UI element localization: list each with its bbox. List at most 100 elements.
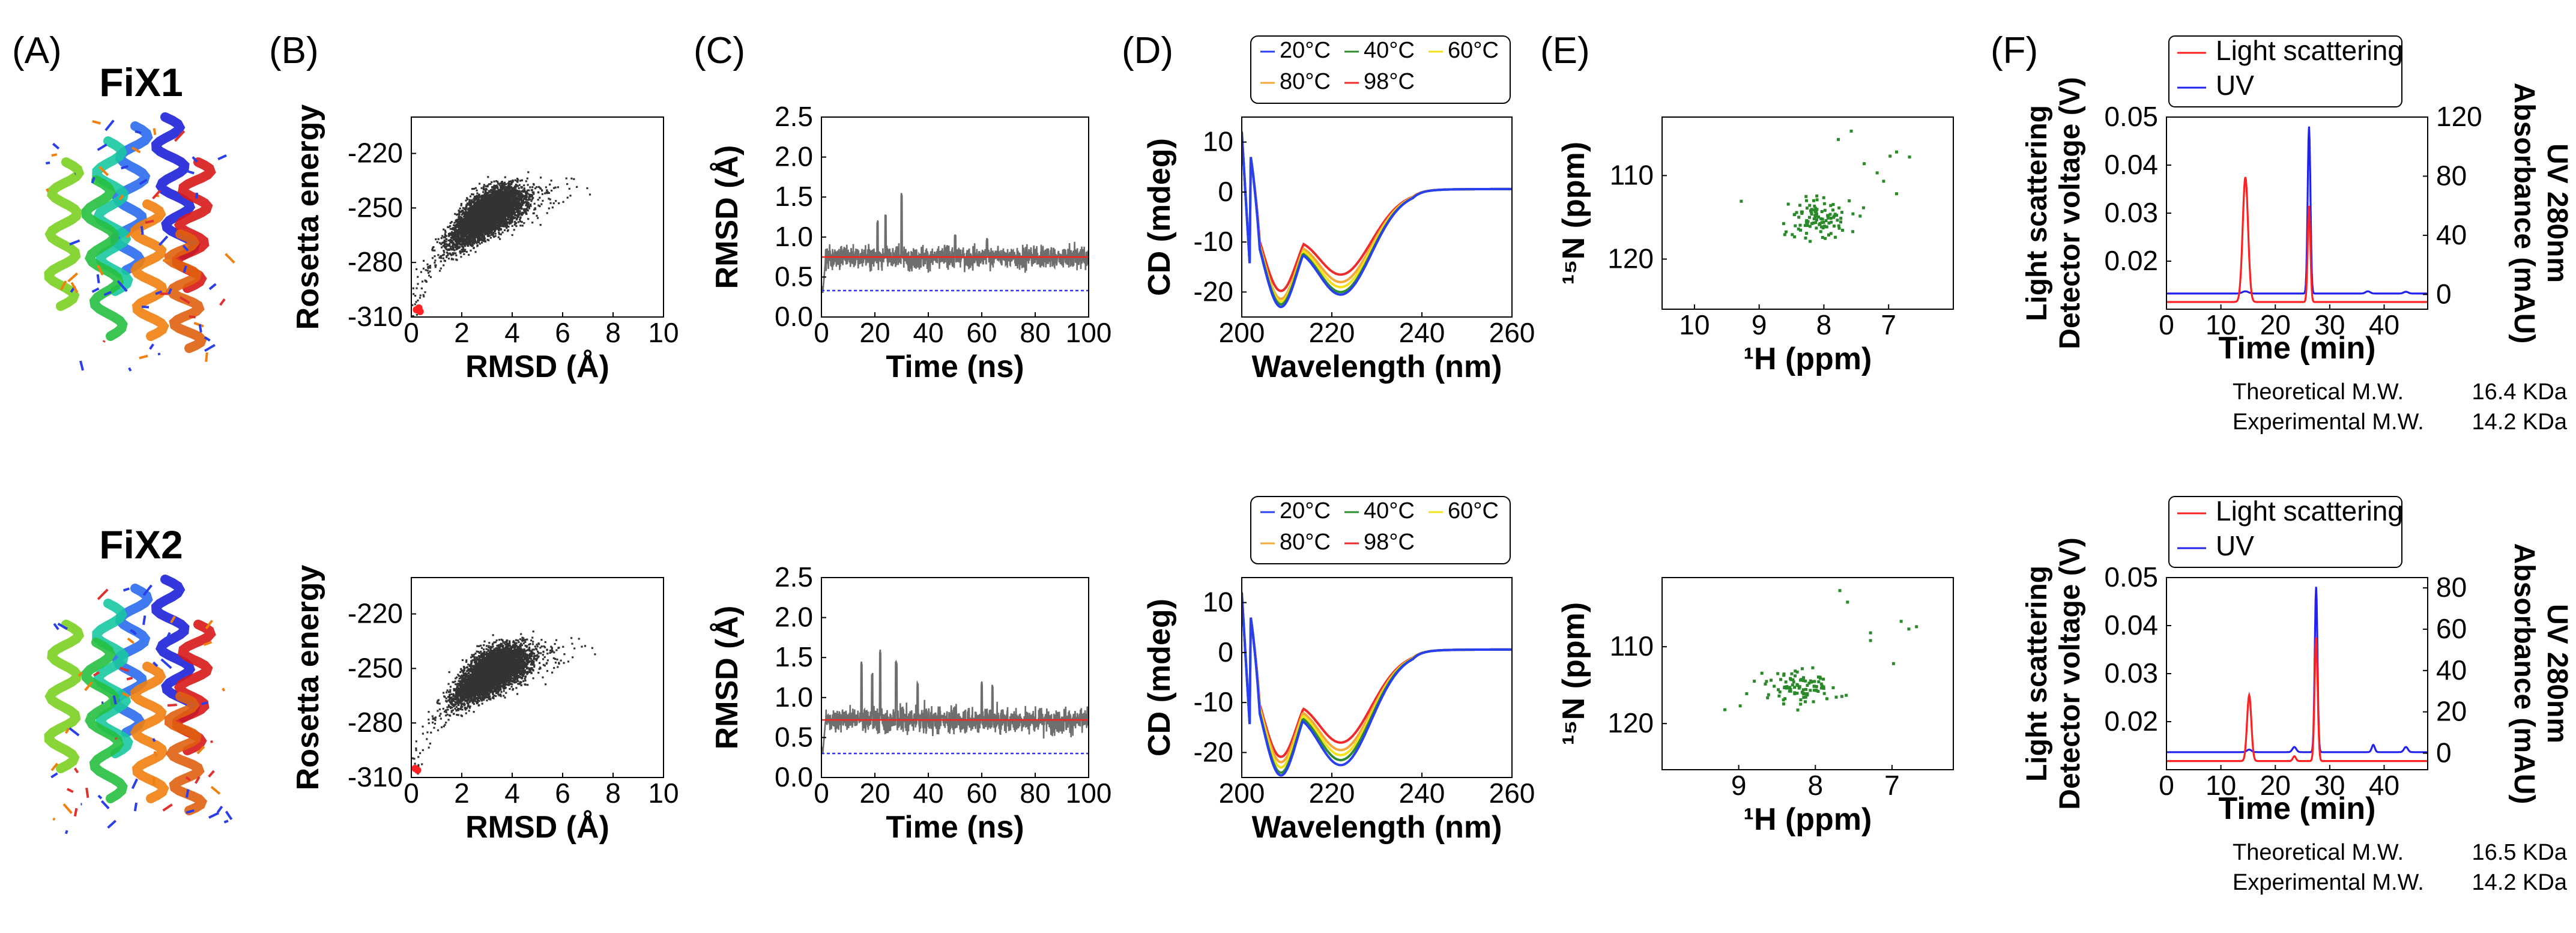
scatter-point [509, 202, 511, 205]
scatter-point [461, 240, 464, 242]
scatter-point [480, 207, 482, 210]
scatter-point [494, 230, 496, 232]
scatter-point [460, 204, 462, 207]
side-chain [186, 170, 195, 175]
scatter-point [540, 203, 543, 205]
scatter-point [513, 196, 516, 199]
panel-letter-b: (B) [269, 30, 319, 71]
scatter-point [432, 247, 434, 249]
scatter-point [513, 187, 515, 189]
scatter-point [422, 267, 425, 270]
scatter-point [436, 241, 438, 243]
scatter-point [459, 207, 461, 210]
scatter-point [518, 214, 521, 216]
panel-letter-f: (F) [1991, 30, 2038, 71]
scatter-point [566, 196, 569, 199]
scatter-point [457, 239, 459, 241]
scatter-point [475, 227, 477, 230]
side-chain [131, 146, 141, 154]
scatter-point [468, 199, 471, 201]
scatter-point [503, 220, 505, 223]
scatter-point [481, 205, 483, 208]
scatter-point [539, 187, 541, 189]
scatter-point [548, 192, 550, 194]
scatter-point [449, 222, 452, 225]
scatter-point [525, 190, 528, 193]
scatter-point [537, 204, 540, 207]
side-chain [149, 343, 154, 350]
scatter-point [497, 236, 500, 238]
scatter-point [483, 238, 486, 241]
scatter-point [477, 238, 479, 241]
scatter-point [519, 195, 521, 198]
scatter-point [568, 187, 570, 190]
side-chain [127, 637, 135, 644]
side-chain [205, 352, 208, 362]
side-chain [52, 817, 56, 821]
scatter-point [486, 195, 489, 198]
scatter-point [445, 248, 447, 250]
helix [164, 229, 208, 353]
scatter-point [520, 201, 522, 203]
scatter-point [451, 232, 453, 235]
scatter-point [468, 211, 471, 214]
scatter-point [526, 177, 528, 180]
side-chain [119, 666, 130, 672]
scatter-point [485, 226, 488, 229]
scatter-point [471, 193, 473, 196]
side-chain [93, 671, 100, 677]
scatter-point [460, 236, 462, 238]
scatter-point [490, 189, 492, 192]
helix [81, 175, 128, 341]
scatter-point [426, 270, 429, 272]
scatter-point [504, 195, 507, 198]
scatter-point [565, 177, 567, 180]
scatter-point [515, 214, 518, 217]
scatter-point [473, 216, 475, 218]
scatter-point [470, 203, 473, 205]
scatter-point [528, 198, 531, 201]
side-chain [79, 360, 84, 371]
scatter-point [488, 218, 491, 220]
scatter-point [557, 186, 559, 189]
scatter-point [484, 233, 486, 235]
scatter-point [464, 250, 466, 252]
scatter-point [451, 231, 453, 233]
scatter-point [522, 199, 524, 202]
side-chain [186, 809, 195, 814]
scatter-point [489, 237, 492, 239]
scatter-point [453, 228, 455, 231]
scatter-point [462, 246, 465, 249]
scatter-point [459, 243, 461, 246]
scatter-point [495, 180, 498, 183]
side-chain [97, 265, 104, 276]
scatter-point [511, 190, 513, 192]
scatter-point [521, 190, 523, 193]
scatter-point [477, 240, 479, 243]
side-chain [73, 808, 78, 817]
side-chain [91, 287, 100, 293]
scatter-point [444, 243, 446, 246]
scatter-point [466, 197, 468, 199]
scatter-point [441, 235, 444, 237]
scatter-point [465, 240, 467, 242]
scatter-point [465, 204, 468, 207]
scatter-point [570, 177, 573, 180]
side-chain [139, 354, 148, 360]
scatter-point [452, 252, 454, 255]
scatter-point [459, 229, 462, 232]
side-chain [125, 228, 135, 238]
scatter-point [461, 222, 463, 224]
scatter-point [474, 187, 477, 189]
scatter-point [555, 200, 557, 202]
side-chain [97, 794, 103, 800]
scatter-point [479, 229, 482, 231]
scatter-point [462, 207, 464, 209]
scatter-point [546, 189, 548, 192]
scatter-point [521, 194, 523, 196]
side-chain [155, 290, 163, 295]
scatter-point [497, 199, 500, 201]
scatter-point [412, 287, 414, 289]
scatter-point [449, 240, 452, 243]
